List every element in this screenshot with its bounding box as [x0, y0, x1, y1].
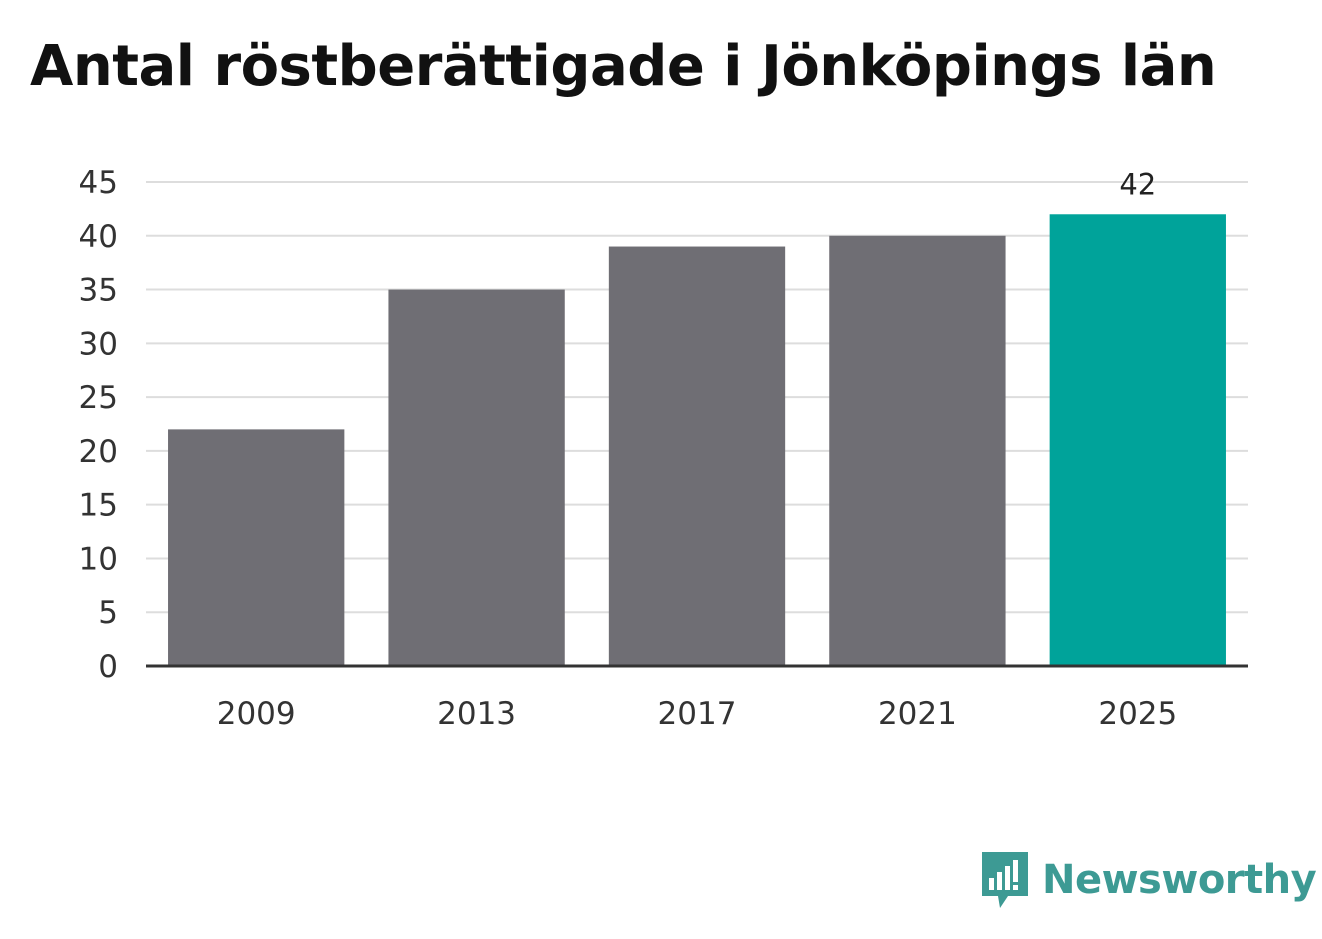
data-label-2025: 42	[1119, 167, 1156, 201]
y-tick-label: 25	[79, 380, 118, 416]
y-tick-label: 35	[79, 273, 118, 309]
x-tick-label: 2021	[878, 696, 957, 732]
x-axis: 2009 2013 2017 2021 2025	[217, 696, 1178, 732]
x-tick-label: 2017	[658, 696, 737, 732]
bars	[168, 214, 1226, 667]
y-tick-label: 10	[79, 541, 118, 577]
y-tick-label: 0	[98, 649, 118, 685]
y-axis: 0 5 10 15 20 25 30 35 40 45	[79, 165, 118, 685]
x-tick-label: 2009	[217, 696, 296, 732]
logo-text: Newsworthy	[1042, 857, 1317, 903]
bar-2013	[388, 289, 565, 666]
chart-bubble-icon	[982, 852, 1028, 908]
y-tick-label: 5	[98, 595, 118, 631]
y-tick-label: 20	[79, 434, 118, 470]
bar-2025	[1049, 214, 1226, 666]
newsworthy-logo: Newsworthy	[980, 850, 1317, 910]
bar-2017	[608, 246, 786, 667]
x-tick-label: 2013	[437, 696, 516, 732]
bar-2021	[829, 235, 1006, 666]
bar-2009	[168, 429, 345, 666]
y-tick-label: 15	[79, 488, 118, 524]
chart-title: Antal röstberättigade i Jönköpings län	[30, 34, 1217, 99]
y-tick-label: 45	[79, 165, 118, 201]
y-tick-label: 30	[79, 326, 118, 362]
data-labels: 42	[1119, 167, 1156, 201]
y-tick-label: 40	[79, 219, 118, 255]
x-tick-label: 2025	[1098, 696, 1177, 732]
